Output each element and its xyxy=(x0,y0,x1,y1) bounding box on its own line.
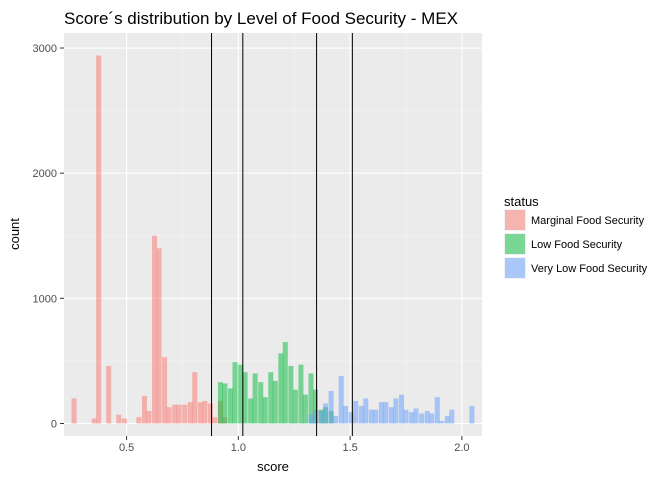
histogram-bar xyxy=(182,404,188,424)
x-tick-label: 2.0 xyxy=(454,442,469,454)
histogram-bar xyxy=(429,413,435,424)
histogram-bar xyxy=(288,365,294,424)
legend-label: Low Food Security xyxy=(531,239,623,251)
histogram-bar xyxy=(469,405,475,424)
histogram-bar xyxy=(312,409,318,424)
legend-label: Marginal Food Security xyxy=(531,215,645,227)
histogram-bar xyxy=(378,402,384,424)
chart-title: Score´s distribution by Level of Food Se… xyxy=(64,9,458,28)
x-tick-label: 0.5 xyxy=(119,442,134,454)
series-2-bars xyxy=(308,375,475,424)
plot-panel xyxy=(64,33,482,436)
histogram-bar xyxy=(136,417,142,424)
histogram-bar xyxy=(121,418,127,424)
vertical-reference-lines xyxy=(211,33,353,436)
histogram-bar xyxy=(172,404,178,424)
histogram-bar xyxy=(262,397,268,424)
histogram-bar xyxy=(152,235,158,424)
histogram-bar xyxy=(71,398,77,424)
y-axis-title: count xyxy=(7,218,22,250)
histogram-bars xyxy=(71,55,475,424)
histogram-bar xyxy=(388,407,394,424)
x-tick-label: 1.5 xyxy=(342,442,357,454)
histogram-bar xyxy=(146,410,152,424)
histogram-bar xyxy=(449,409,455,424)
histogram-bar xyxy=(248,398,254,424)
histogram-bar xyxy=(328,390,334,424)
histogram-bar xyxy=(409,412,415,424)
histogram-bar xyxy=(383,402,389,424)
legend-swatch xyxy=(505,234,525,254)
histogram-bar xyxy=(318,410,324,424)
histogram-bar xyxy=(141,395,147,424)
legend-swatch xyxy=(505,258,525,278)
histogram-bar xyxy=(413,408,419,424)
histogram-bar xyxy=(176,404,182,424)
histogram-bar xyxy=(162,357,168,424)
histogram-bar xyxy=(272,380,278,424)
legend-swatch xyxy=(505,210,525,230)
histogram-bar xyxy=(298,364,304,424)
histogram-bar xyxy=(393,398,399,424)
histogram-bar xyxy=(323,403,329,424)
histogram-bar xyxy=(312,389,318,424)
histogram-bar xyxy=(302,394,308,424)
histogram-bar xyxy=(222,383,228,424)
histogram-bar xyxy=(444,415,450,424)
histogram-bar xyxy=(242,372,248,424)
histogram-bar xyxy=(156,248,162,424)
histogram-bar xyxy=(217,382,223,424)
histogram-bar xyxy=(399,394,405,424)
histogram-bar xyxy=(343,405,349,424)
histogram-bar xyxy=(258,382,264,424)
histogram-bar xyxy=(363,398,369,424)
histogram-bar xyxy=(197,402,203,424)
histogram-bar xyxy=(268,372,274,424)
series-1-bars xyxy=(217,342,334,424)
histogram-bar xyxy=(439,420,445,424)
histogram-bar xyxy=(207,403,213,424)
y-tick-label: 0 xyxy=(51,418,57,430)
histogram-bar xyxy=(252,373,258,424)
histogram-bar xyxy=(358,405,364,424)
histogram-bar xyxy=(333,415,339,424)
histogram-bar xyxy=(91,418,97,424)
axes: 0.5 1.0 1.5 2.0 0 1000 2000 3000 xyxy=(33,43,470,454)
histogram-bar xyxy=(348,412,354,424)
histogram-bar xyxy=(228,388,234,424)
histogram-bar xyxy=(232,362,238,424)
histogram-bar xyxy=(403,409,409,424)
legend: status Marginal Food Security Low Food Se… xyxy=(504,194,648,279)
histogram-bar xyxy=(419,413,425,424)
y-tick-label: 2000 xyxy=(33,168,57,180)
histogram-bar xyxy=(424,410,430,424)
histogram-bar xyxy=(434,397,440,424)
histogram-bar xyxy=(238,364,244,424)
histogram-bar xyxy=(212,417,218,424)
histogram-bar xyxy=(96,55,102,424)
histogram-bar xyxy=(192,372,198,424)
histogram-bar xyxy=(166,407,172,424)
x-axis-title: score xyxy=(257,459,289,474)
histogram-bar xyxy=(106,365,112,424)
histogram-bar xyxy=(308,414,314,424)
legend-label: Very Low Food Security xyxy=(531,263,648,275)
histogram-bar xyxy=(187,402,193,424)
histogram-bar xyxy=(202,400,208,424)
histogram-bar xyxy=(373,409,379,424)
legend-title: status xyxy=(504,194,539,209)
histogram-bar xyxy=(116,414,122,424)
histogram-bar xyxy=(368,409,374,424)
histogram-bar xyxy=(338,375,344,424)
histogram-bar xyxy=(353,400,359,424)
histogram-bar xyxy=(308,373,314,424)
histogram-bar xyxy=(278,353,284,424)
x-tick-label: 1.0 xyxy=(231,442,246,454)
y-tick-label: 1000 xyxy=(33,293,57,305)
histogram-bar xyxy=(282,342,288,424)
histogram-bar xyxy=(292,389,298,424)
y-tick-label: 3000 xyxy=(33,43,57,55)
